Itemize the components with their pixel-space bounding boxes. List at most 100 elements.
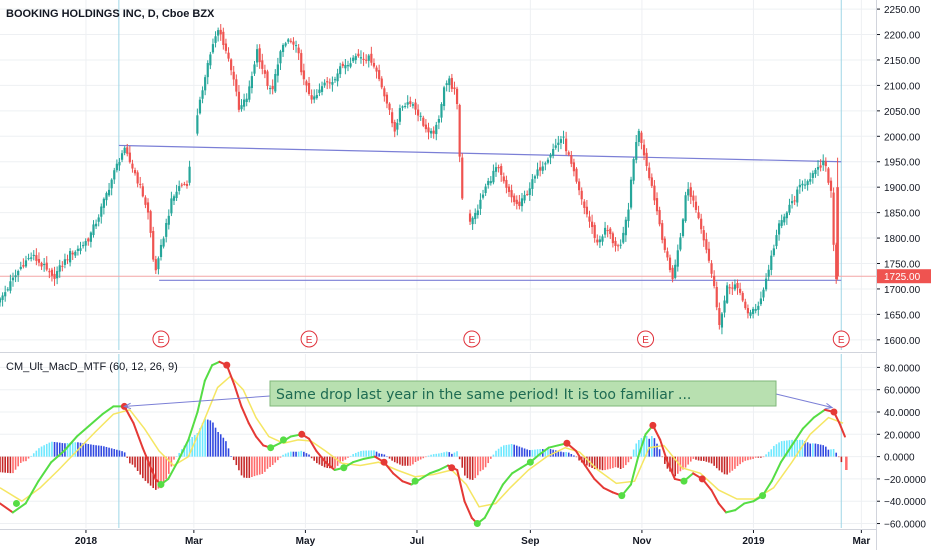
cross-dot[interactable]: [157, 481, 165, 488]
candle-body[interactable]: [783, 216, 786, 223]
candle-body[interactable]: [289, 40, 292, 42]
candle-body[interactable]: [9, 281, 12, 291]
candle-body[interactable]: [123, 147, 126, 154]
candle-body[interactable]: [450, 77, 453, 89]
candle-body[interactable]: [484, 186, 487, 194]
candle-body[interactable]: [100, 206, 103, 217]
candle-body[interactable]: [707, 248, 711, 261]
candle-body[interactable]: [836, 187, 839, 277]
candle-body[interactable]: [502, 176, 505, 182]
candle-body[interactable]: [427, 127, 430, 133]
candle-body[interactable]: [645, 152, 648, 166]
candle-body[interactable]: [728, 287, 731, 289]
candle-body[interactable]: [300, 53, 303, 73]
candle-body[interactable]: [146, 202, 150, 213]
candle-body[interactable]: [448, 78, 451, 86]
candle-body[interactable]: [284, 43, 287, 46]
candle-body[interactable]: [388, 103, 391, 110]
earnings-marker[interactable]: E: [152, 330, 170, 348]
candle-body[interactable]: [172, 196, 176, 201]
candle-body[interactable]: [671, 267, 674, 280]
candle-body[interactable]: [481, 194, 485, 198]
symbol-title[interactable]: BOOKING HOLDINGS INC, D, Cboe BZX: [6, 8, 215, 20]
candle-body[interactable]: [30, 257, 33, 259]
candle-body[interactable]: [515, 199, 518, 205]
candle-body[interactable]: [323, 82, 326, 86]
candle-body[interactable]: [552, 149, 555, 156]
candle-body[interactable]: [391, 112, 394, 124]
cross-dot[interactable]: [563, 439, 571, 447]
candle-body[interactable]: [180, 184, 183, 186]
candle-body[interactable]: [429, 130, 433, 134]
candle-body[interactable]: [468, 213, 472, 222]
candle-body[interactable]: [245, 98, 248, 103]
candle-body[interactable]: [404, 105, 407, 107]
cross-dot[interactable]: [526, 458, 534, 466]
cross-dot[interactable]: [830, 408, 838, 416]
candle-body[interactable]: [333, 79, 337, 81]
candle-body[interactable]: [227, 52, 230, 59]
candle-body[interactable]: [455, 88, 459, 105]
candle-body[interactable]: [107, 189, 111, 196]
candle-body[interactable]: [759, 298, 762, 305]
cross-dot[interactable]: [680, 477, 688, 485]
candle-body[interactable]: [266, 71, 269, 86]
candle-body[interactable]: [531, 179, 534, 189]
candle-body[interactable]: [593, 224, 596, 238]
candle-body[interactable]: [139, 183, 142, 185]
candle-body[interactable]: [658, 210, 661, 225]
candle-body[interactable]: [287, 39, 290, 42]
candle-body[interactable]: [814, 169, 817, 175]
candle-body[interactable]: [120, 153, 124, 160]
candle-body[interactable]: [785, 212, 788, 219]
cross-dot[interactable]: [12, 499, 20, 507]
candle-body[interactable]: [22, 265, 25, 267]
candle-body[interactable]: [110, 179, 113, 189]
candle-body[interactable]: [417, 109, 420, 116]
candle-body[interactable]: [307, 82, 311, 95]
candle-body[interactable]: [178, 186, 181, 191]
candle-body[interactable]: [580, 190, 583, 200]
candle-body[interactable]: [777, 223, 781, 235]
cross-dot[interactable]: [380, 458, 388, 466]
candle-body[interactable]: [375, 67, 378, 72]
candle-body[interactable]: [385, 94, 389, 104]
macd-pane[interactable]: [0, 354, 848, 528]
candle-body[interactable]: [689, 187, 692, 197]
candle-body[interactable]: [663, 238, 666, 250]
candle-body[interactable]: [315, 94, 318, 99]
candle-body[interactable]: [6, 289, 9, 291]
candle-body[interactable]: [736, 282, 739, 289]
candle-body[interactable]: [32, 254, 35, 257]
candle-body[interactable]: [253, 64, 256, 74]
candle-body[interactable]: [326, 81, 329, 83]
candle-body[interactable]: [666, 251, 669, 258]
candle-body[interactable]: [583, 201, 586, 208]
candle-body[interactable]: [739, 288, 742, 293]
candle-body[interactable]: [614, 240, 617, 246]
candle-body[interactable]: [474, 212, 477, 220]
candle-body[interactable]: [697, 212, 700, 219]
candle-body[interactable]: [66, 259, 69, 261]
candle-body[interactable]: [601, 236, 604, 242]
candle-body[interactable]: [471, 217, 474, 225]
candle-body[interactable]: [679, 237, 682, 250]
candle-body[interactable]: [585, 206, 589, 215]
candle-body[interactable]: [575, 168, 578, 182]
candle-body[interactable]: [674, 264, 677, 278]
candle-body[interactable]: [211, 44, 215, 53]
candle-body[interactable]: [243, 99, 246, 107]
cross-dot[interactable]: [618, 492, 626, 500]
cross-dot[interactable]: [223, 361, 231, 369]
candle-body[interactable]: [494, 167, 498, 172]
candle-body[interactable]: [349, 63, 352, 67]
candle-body[interactable]: [497, 167, 500, 169]
candle-body[interactable]: [749, 312, 752, 316]
candle-body[interactable]: [642, 144, 646, 156]
candle-body[interactable]: [557, 142, 560, 145]
candle-body[interactable]: [440, 104, 443, 118]
candle-body[interactable]: [126, 147, 129, 154]
candle-body[interactable]: [492, 170, 495, 183]
candle-body[interactable]: [370, 53, 373, 63]
candle-body[interactable]: [562, 136, 565, 138]
